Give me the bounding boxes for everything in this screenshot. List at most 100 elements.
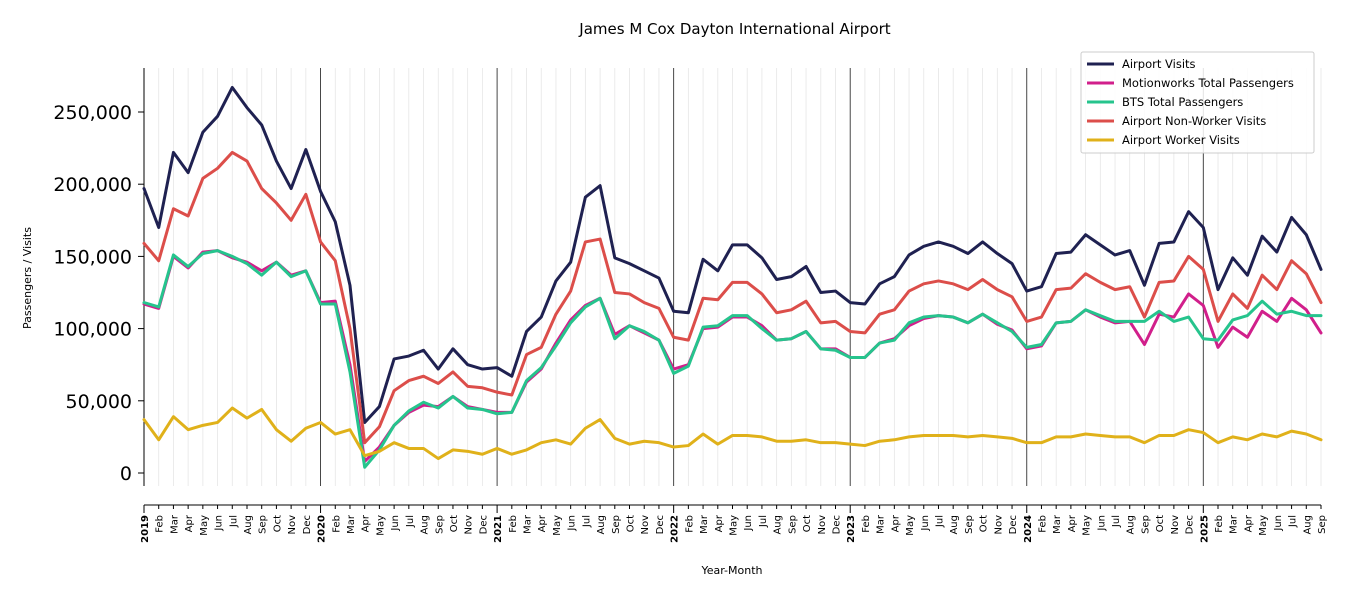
x-tick-month-label: Oct [272, 515, 283, 532]
y-tick-label: 100,000 [53, 319, 132, 341]
x-tick-year-label: 2023 [846, 515, 857, 543]
x-tick-month-label: Feb [155, 515, 166, 533]
x-tick-month-label: Mar [346, 514, 357, 534]
x-tick-month-label: Jun [214, 515, 225, 532]
y-tick-label: 0 [120, 463, 132, 485]
x-tick-month-label: Feb [1037, 515, 1048, 533]
x-tick-month-label: Mar [1229, 514, 1240, 534]
legend-label-airport-worker-visits: Airport Worker Visits [1122, 133, 1240, 147]
x-tick-month-label: Jul [934, 515, 945, 528]
x-tick-year-label: 2024 [1023, 515, 1034, 543]
gridlines [143, 68, 1322, 486]
x-tick-month-label: Oct [626, 515, 637, 532]
x-tick-month-label: Mar [699, 514, 710, 534]
y-tick-label: 50,000 [66, 391, 132, 413]
legend-label-bts-total-passengers: BTS Total Passengers [1122, 95, 1243, 109]
y-axis-label: Passengers / Visits [21, 227, 34, 329]
x-tick-month-label: Jul [1288, 515, 1299, 528]
x-tick-month-label: Oct [802, 515, 813, 532]
series-lines [142, 85, 1323, 469]
y-tick-label: 200,000 [53, 174, 132, 196]
x-tick-year-label: 2021 [493, 515, 504, 543]
x-tick-month-label: Feb [331, 515, 342, 533]
x-tick-month-label: Dec [1008, 515, 1019, 534]
x-tick-month-label: Apr [890, 514, 901, 532]
x-tick-month-label: Mar [1052, 514, 1063, 534]
x-tick-month-label: Dec [478, 515, 489, 534]
series-line-airport-visits [142, 85, 1323, 424]
x-tick-month-label: May [199, 515, 210, 536]
x-tick-month-label: May [375, 515, 386, 536]
x-tick-month-label: Aug [1126, 515, 1137, 535]
x-axis-label: Year-Month [700, 564, 762, 577]
x-tick-year-label: 2020 [317, 515, 328, 543]
x-tick-month-label: Jun [743, 515, 754, 532]
x-tick-month-label: Jun [1273, 515, 1284, 532]
x-tick-month-label: Oct [449, 515, 460, 532]
x-tick-month-label: Apr [1243, 514, 1254, 532]
x-tick-month-label: May [729, 515, 740, 536]
series-line-airport-worker-visits [142, 406, 1323, 461]
x-tick-month-label: Jun [920, 515, 931, 532]
x-tick-month-label: May [1082, 515, 1093, 536]
x-tick-month-label: Dec [831, 515, 842, 534]
y-tick-label: 250,000 [53, 102, 132, 124]
x-tick-month-label: Sep [611, 515, 622, 534]
x-tick-month-label: Nov [640, 515, 651, 535]
x-tick-month-label: Apr [184, 514, 195, 532]
x-tick-month-label: Jul [581, 515, 592, 528]
x-tick-month-label: Nov [287, 515, 298, 535]
x-tick-month-label: Jun [567, 515, 578, 532]
x-tick-month-label: Aug [420, 515, 431, 535]
legend-box [1080, 51, 1315, 154]
x-tick-month-label: Aug [596, 515, 607, 535]
x-tick-month-label: Apr [361, 514, 372, 532]
x-tick-month-label: Oct [979, 515, 990, 532]
x-tick-month-label: Sep [258, 515, 269, 534]
x-tick-month-label: Oct [1155, 515, 1166, 532]
x-tick-month-label: Jul [758, 515, 769, 528]
x-tick-month-label: Jun [390, 515, 401, 532]
x-tick-month-label: Dec [1185, 515, 1196, 534]
x-tick-month-label: Aug [1302, 515, 1313, 535]
x-ticks: 2019 Feb Mar Apr May Jun Jul Aug Sep Oct Nov Dec 202… [140, 505, 1328, 543]
x-tick-month-label: Nov [1170, 515, 1181, 535]
x-tick-month-label: Apr [714, 514, 725, 532]
y-ticks: 0 50,000 100,000 150,000 200,000 250,000 [53, 102, 144, 485]
x-tick-month-label: Sep [434, 515, 445, 534]
x-tick-month-label: Sep [787, 515, 798, 534]
x-tick-month-label: May [1258, 515, 1269, 536]
x-tick-month-label: Apr [537, 514, 548, 532]
x-tick-month-label: Mar [169, 514, 180, 534]
x-tick-month-label: Sep [1317, 515, 1328, 534]
y-tick-label: 150,000 [53, 246, 132, 268]
x-tick-month-label: Sep [964, 515, 975, 534]
legend: Airport Visits Motionworks Total Passenge… [1080, 51, 1315, 154]
series-line-bts-total-passengers [142, 249, 1323, 469]
x-tick-month-label: Apr [1067, 514, 1078, 532]
x-tick-month-label: Dec [302, 515, 313, 534]
series-line-airport-non-worker-visits [142, 150, 1323, 445]
x-tick-month-label: Feb [861, 515, 872, 533]
legend-label-airport-non-worker-visits: Airport Non-Worker Visits [1122, 114, 1266, 128]
legend-label-motionworks-total-passengers: Motionworks Total Passengers [1122, 76, 1294, 90]
legend-label-airport-visits: Airport Visits [1122, 57, 1196, 71]
x-tick-month-label: Nov [993, 515, 1004, 535]
x-tick-month-label: Jul [228, 515, 239, 528]
x-tick-month-label: Jul [405, 515, 416, 528]
x-tick-month-label: Feb [684, 515, 695, 533]
x-tick-month-label: Sep [1140, 515, 1151, 534]
x-tick-month-label: Jun [1096, 515, 1107, 532]
x-tick-month-label: Feb [1214, 515, 1225, 533]
chart-title: James M Cox Dayton International Airport [578, 20, 891, 38]
x-tick-month-label: Dec [655, 515, 666, 534]
x-tick-month-label: Nov [817, 515, 828, 535]
x-tick-month-label: Feb [508, 515, 519, 533]
x-tick-month-label: Aug [243, 515, 254, 535]
x-tick-month-label: Nov [464, 515, 475, 535]
x-tick-month-label: May [905, 515, 916, 536]
x-tick-month-label: Aug [949, 515, 960, 535]
x-tick-month-label: May [552, 515, 563, 536]
